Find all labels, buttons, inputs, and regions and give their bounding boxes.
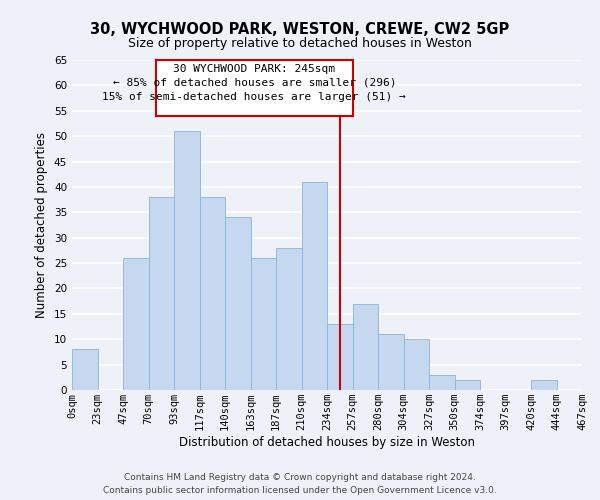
Text: 30, WYCHWOOD PARK, WESTON, CREWE, CW2 5GP: 30, WYCHWOOD PARK, WESTON, CREWE, CW2 5G… <box>91 22 509 38</box>
Bar <box>302 182 327 390</box>
FancyBboxPatch shape <box>156 60 353 116</box>
Bar <box>276 248 302 390</box>
Bar <box>378 334 404 390</box>
Bar <box>199 197 225 390</box>
Bar <box>327 324 353 390</box>
X-axis label: Distribution of detached houses by size in Weston: Distribution of detached houses by size … <box>179 436 475 449</box>
Bar <box>225 218 251 390</box>
Bar <box>149 197 174 390</box>
Bar <box>455 380 480 390</box>
Text: 30 WYCHWOOD PARK: 245sqm: 30 WYCHWOOD PARK: 245sqm <box>173 64 335 74</box>
Text: ← 85% of detached houses are smaller (296): ← 85% of detached houses are smaller (29… <box>113 78 396 88</box>
Y-axis label: Number of detached properties: Number of detached properties <box>35 132 49 318</box>
Text: 15% of semi-detached houses are larger (51) →: 15% of semi-detached houses are larger (… <box>103 92 406 102</box>
Bar <box>429 375 455 390</box>
Bar <box>404 339 429 390</box>
Text: Contains HM Land Registry data © Crown copyright and database right 2024.
Contai: Contains HM Land Registry data © Crown c… <box>103 474 497 495</box>
Bar <box>531 380 557 390</box>
Text: Size of property relative to detached houses in Weston: Size of property relative to detached ho… <box>128 38 472 51</box>
Bar <box>353 304 378 390</box>
Bar <box>123 258 149 390</box>
Bar <box>72 350 97 390</box>
Bar <box>251 258 276 390</box>
Bar <box>174 131 199 390</box>
